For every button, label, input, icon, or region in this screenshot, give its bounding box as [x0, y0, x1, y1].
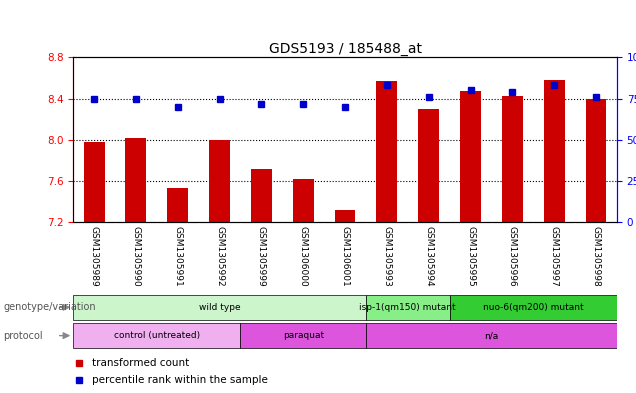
Bar	[366, 323, 617, 348]
Bar	[240, 323, 366, 348]
Bar	[586, 99, 607, 222]
Bar	[450, 295, 617, 320]
Text: isp-1(qm150) mutant: isp-1(qm150) mutant	[359, 303, 456, 312]
Bar	[460, 92, 481, 222]
Text: GSM1305995: GSM1305995	[466, 226, 475, 287]
Text: paraquat: paraquat	[282, 331, 324, 340]
Bar	[377, 81, 398, 222]
Text: genotype/variation: genotype/variation	[3, 302, 96, 312]
Bar	[293, 179, 314, 222]
Bar	[366, 295, 450, 320]
Bar	[502, 95, 523, 222]
Text: GSM1306000: GSM1306000	[299, 226, 308, 287]
Text: GSM1305999: GSM1305999	[257, 226, 266, 287]
Bar	[251, 169, 272, 222]
Text: GSM1305993: GSM1305993	[382, 226, 391, 287]
Bar	[335, 210, 356, 222]
Title: GDS5193 / 185488_at: GDS5193 / 185488_at	[268, 42, 422, 56]
Text: GSM1305998: GSM1305998	[591, 226, 600, 287]
Bar	[418, 109, 439, 222]
Bar	[73, 295, 366, 320]
Bar	[209, 140, 230, 222]
Bar	[83, 142, 104, 222]
Text: GSM1305994: GSM1305994	[424, 226, 433, 286]
Text: GSM1305997: GSM1305997	[550, 226, 558, 287]
Text: percentile rank within the sample: percentile rank within the sample	[92, 375, 268, 385]
Text: GSM1305996: GSM1305996	[508, 226, 517, 287]
Text: n/a: n/a	[484, 331, 499, 340]
Text: GSM1305992: GSM1305992	[215, 226, 224, 286]
Text: GSM1305991: GSM1305991	[173, 226, 182, 287]
Text: nuo-6(qm200) mutant: nuo-6(qm200) mutant	[483, 303, 584, 312]
Bar	[544, 80, 565, 222]
Text: control (untreated): control (untreated)	[114, 331, 200, 340]
Text: GSM1306001: GSM1306001	[340, 226, 350, 287]
Text: GSM1305989: GSM1305989	[90, 226, 99, 287]
Text: wild type: wild type	[198, 303, 240, 312]
Text: protocol: protocol	[3, 331, 43, 341]
Text: GSM1305990: GSM1305990	[132, 226, 141, 287]
Bar	[167, 188, 188, 222]
Text: transformed count: transformed count	[92, 358, 190, 367]
Bar	[125, 138, 146, 222]
Bar	[73, 323, 240, 348]
